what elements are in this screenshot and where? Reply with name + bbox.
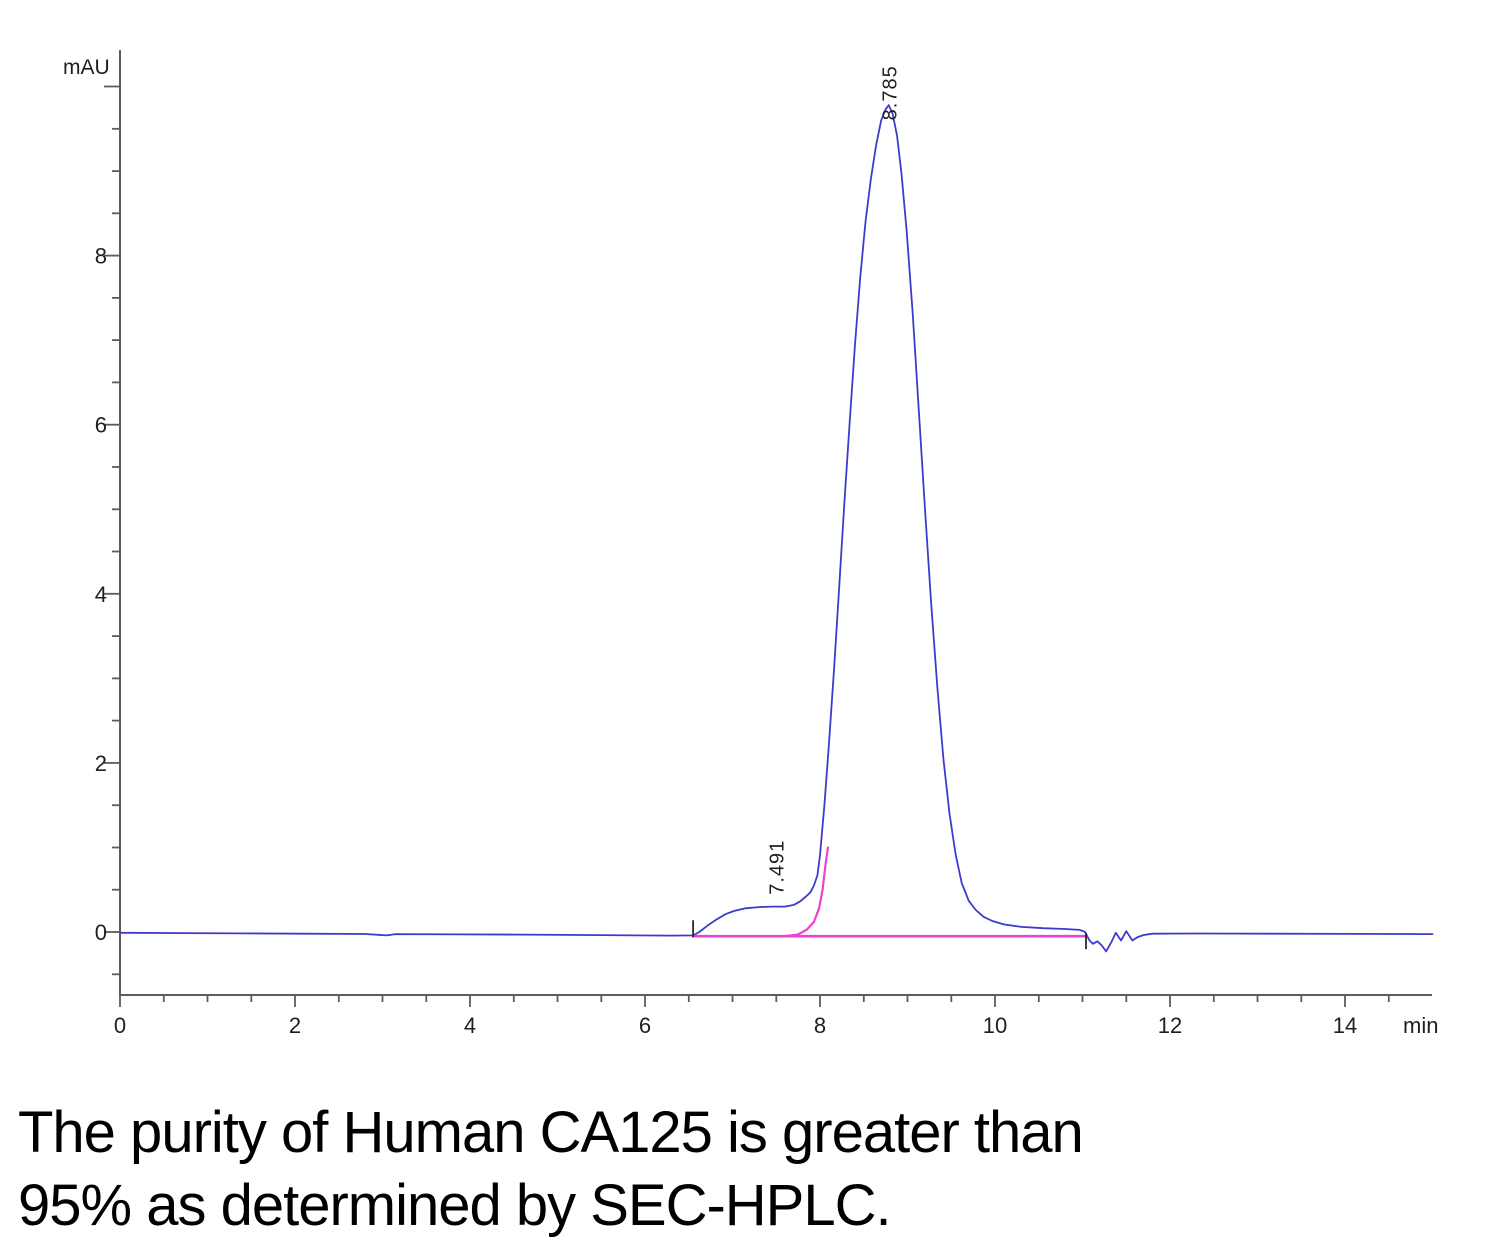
x-tick-label: 4 [464, 1013, 476, 1038]
axes [104, 50, 1432, 1007]
figure-caption: The purity of Human CA125 is greater tha… [18, 1096, 1084, 1242]
x-tick-label: 12 [1158, 1013, 1182, 1038]
caption-line-1: The purity of Human CA125 is greater tha… [18, 1100, 1084, 1165]
y-tick-label: 2 [95, 751, 107, 776]
peak-labels: 7.491 8.785 [767, 65, 902, 895]
x-tick-label: 0 [114, 1013, 126, 1038]
peak-label: 7.491 [767, 840, 789, 895]
uv-absorbance-trace [119, 104, 1434, 953]
caption-line-2: 95% as determined by SEC-HPLC. [18, 1173, 892, 1238]
x-tick-label: 6 [639, 1013, 651, 1038]
sec-hplc-chromatogram: 0 2 4 6 8 10 12 14 0 2 4 6 8 mAU min 7.491 8.785 [63, 50, 1438, 1038]
x-tick-label: 8 [814, 1013, 826, 1038]
x-tick-label: 2 [289, 1013, 301, 1038]
trace-lines [119, 104, 1434, 953]
x-tick-label: 10 [983, 1013, 1007, 1038]
y-tick-label: 8 [95, 244, 107, 269]
peak-split-skim-line [783, 846, 829, 938]
peak-label: 8.785 [880, 65, 902, 120]
y-tick-label: 0 [95, 920, 107, 945]
integration-marks [692, 920, 1087, 950]
x-axis-unit-label: min [1403, 1013, 1438, 1038]
y-axis-unit-label: mAU [63, 56, 110, 79]
axis-labels: 0 2 4 6 8 10 12 14 0 2 4 6 8 mAU min [63, 56, 1438, 1038]
y-tick-label: 6 [95, 413, 107, 438]
x-tick-label: 14 [1333, 1013, 1357, 1038]
y-tick-label: 4 [95, 582, 107, 607]
